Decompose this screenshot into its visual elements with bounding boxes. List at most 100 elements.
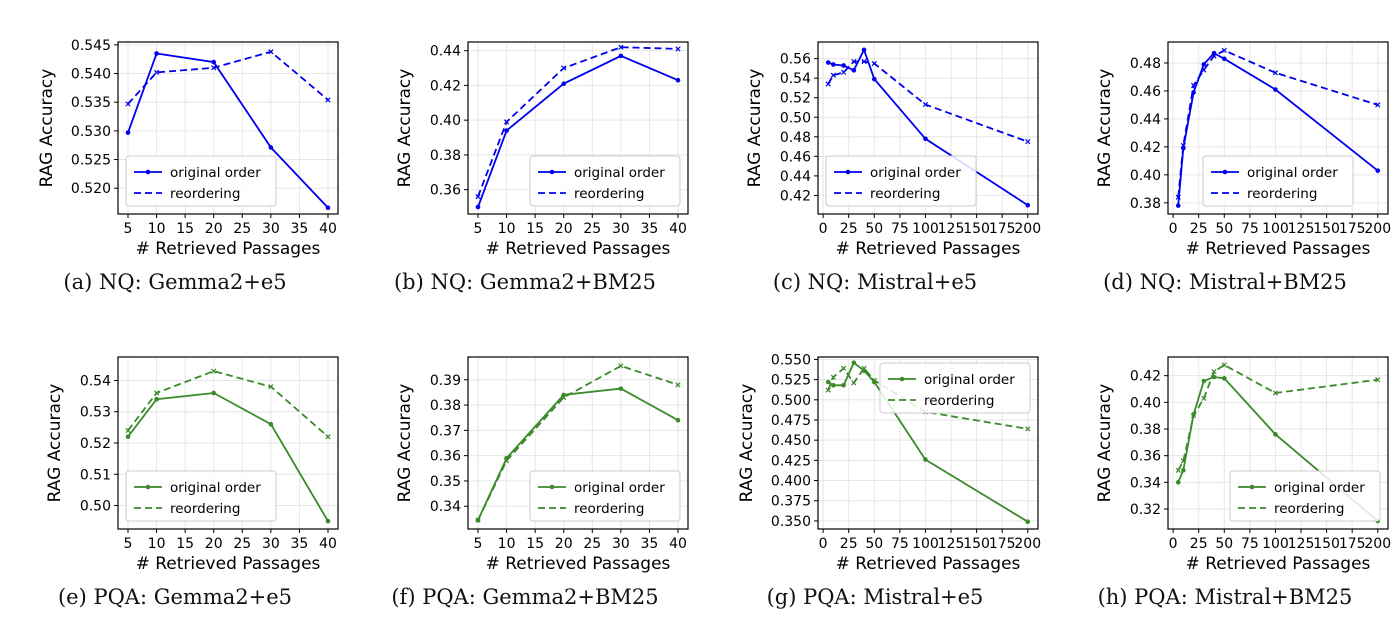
chart-a-ytick-label: 0.520 [71,181,111,197]
chart-c-ytick-label: 0.48 [780,130,811,146]
chart-h-point-reordering [1180,458,1186,464]
chart-a-legend-box [125,155,277,207]
chart-e-ytick-label: 0.54 [80,373,111,389]
chart-panel-e: 5 10 15 20 25 30 35 40 0.50 0.51 0.52 0.53 0.54 # Ret… [0,315,350,630]
chart-b-ytick-label: 0.44 [430,44,461,60]
chart-b-xtick-label: 35 [641,221,659,237]
chart-f-legend-marker [549,484,555,490]
chart-d-point-original-order [1273,87,1278,92]
chart-h-legend: original order reordering [1229,470,1381,522]
chart-c-point-original-order [861,47,867,53]
chart-f-legend-label: original order [574,480,665,496]
chart-d-legend-label: reordering [1247,186,1317,202]
chart-a-xtick-label: 10 [148,221,166,237]
chart-a-ylabel: RAG Accuracy [37,69,57,188]
chart-panel-h: 0 25 50 75 100 125 150 175 200 0.32 0.34 0.36 0.38 0.… [1050,315,1400,630]
chart-h-point-reordering [1272,390,1279,396]
chart-panel-d: 0 25 50 75 100 125 150 175 200 0.38 0.40 0.42 0.44 0.… [1050,0,1400,315]
chart-d-ytick-label: 0.48 [1130,56,1161,72]
chart-c-point-reordering [840,69,847,75]
chart-d-frame [1167,41,1389,215]
chart-e-xtick-label: 10 [148,536,166,552]
chart-d-xtick-label: 200 [1364,221,1391,237]
chart-h-legend-marker [1249,484,1255,490]
chart-d-ytick-label: 0.44 [1130,112,1161,128]
chart-g-legend-label: original order [924,372,1015,388]
chart-h-legend-label: reordering [1274,501,1344,517]
chart-h-ylabel: RAG Accuracy [1095,384,1115,503]
chart-c-ytick-label: 0.46 [780,149,811,165]
chart-f-point-reordering [618,363,624,369]
chart-f-ytick-label: 0.34 [430,499,461,515]
chart-h-xtick-label: 150 [1313,536,1340,552]
chart-a-ytick-label: 0.525 [71,153,111,169]
chart-h-frame [1167,356,1389,530]
chart-c-xtick-label: 50 [865,221,883,237]
chart-c-xtick-label: 150 [963,221,990,237]
chart-g-frame [817,356,1039,530]
chart-a-xtick-label: 35 [291,221,309,237]
chart-a-ytick-label: 0.540 [71,67,111,83]
chart-h-point-reordering [1190,413,1197,419]
chart-b-point-original-order [504,128,509,133]
chart-d-legend-box [1202,155,1354,207]
chart-c-point-reordering [871,60,877,67]
chart-f-legend-label: reordering [574,501,644,517]
chart-g-xtick-label: 125 [938,536,965,552]
chart-e-point-reordering [125,427,131,434]
chart-h-xlabel: # Retrieved Passages [1186,554,1371,574]
chart-c-point-original-order [825,60,831,65]
chart-h-point-original-order [1175,480,1181,485]
chart-b-ytick-label: 0.36 [430,183,461,199]
chart-d-xtick-label: 25 [1190,221,1208,237]
chart-a-xtick-label: 20 [205,221,223,237]
chart-d-ytick-label: 0.42 [1130,140,1161,156]
chart-d-point-original-order [1221,56,1227,62]
chart-e-xlabel: # Retrieved Passages [136,554,321,574]
chart-d-legend-marker [1222,169,1228,175]
chart-d-xlabel: # Retrieved Passages [1186,239,1371,259]
chart-d-point-reordering [1375,102,1381,108]
chart-f-ytick-label: 0.37 [430,423,461,439]
chart-c-xtick-label: 125 [938,221,965,237]
chart-c-legend-label: original order [870,165,961,181]
chart-d-ylabel: RAG Accuracy [1095,69,1115,188]
chart-a-point-original-order [268,145,274,150]
chart-g-ytick-label: 0.500 [771,393,811,409]
chart-g-xtick-label: 0 [819,536,828,552]
chart-c-xtick-label: 100 [912,221,939,237]
chart-e-point-reordering [211,368,217,374]
chart-g-xtick-label: 100 [912,536,939,552]
chart-f-point-reordering [503,458,510,464]
chart-a-series-reordering-line [127,50,329,105]
chart-e-series-reordering-line [127,370,329,438]
chart-a-ytick-label: 0.530 [71,124,111,140]
chart-d-point-reordering [1180,142,1186,149]
chart-b-xtick-label: 40 [669,221,687,237]
chart-d-xtick-label: 0 [1169,221,1178,237]
chart-a-legend: original order reordering [125,155,277,207]
chart-g-legend-marker [899,376,905,382]
chart-h-series-reordering-line [1177,363,1378,471]
chart-e-xtick-label: 5 [124,536,133,552]
chart-a-point-reordering [125,101,131,107]
chart-e-ytick-label: 0.52 [80,436,111,452]
chart-d-ytick-label: 0.46 [1130,84,1161,100]
chart-e-legend-marker [145,484,151,490]
chart-c-point-original-order [841,63,846,68]
chart-d-point-original-order [1201,62,1207,67]
chart-g-point-original-order [831,382,836,388]
chart-c-ytick-label: 0.56 [780,52,811,68]
chart-d-point-reordering [1175,194,1181,200]
chart-f-ytick-label: 0.39 [430,373,461,389]
chart-a-point-reordering [325,97,331,103]
chart-f-xtick-label: 25 [583,536,601,552]
chart-c-caption: (c) NQ: Mistral+e5 [772,270,978,294]
chart-e-caption: (e) PQA: Gemma2+e5 [57,585,293,609]
chart-g-point-reordering [1025,426,1031,432]
chart-a-point-original-order [325,205,331,210]
chart-e-point-original-order [154,396,159,402]
chart-h-xtick-label: 75 [1241,536,1259,552]
chart-c-point-original-order [851,68,857,73]
chart-c-ylabel: RAG Accuracy [745,69,765,188]
